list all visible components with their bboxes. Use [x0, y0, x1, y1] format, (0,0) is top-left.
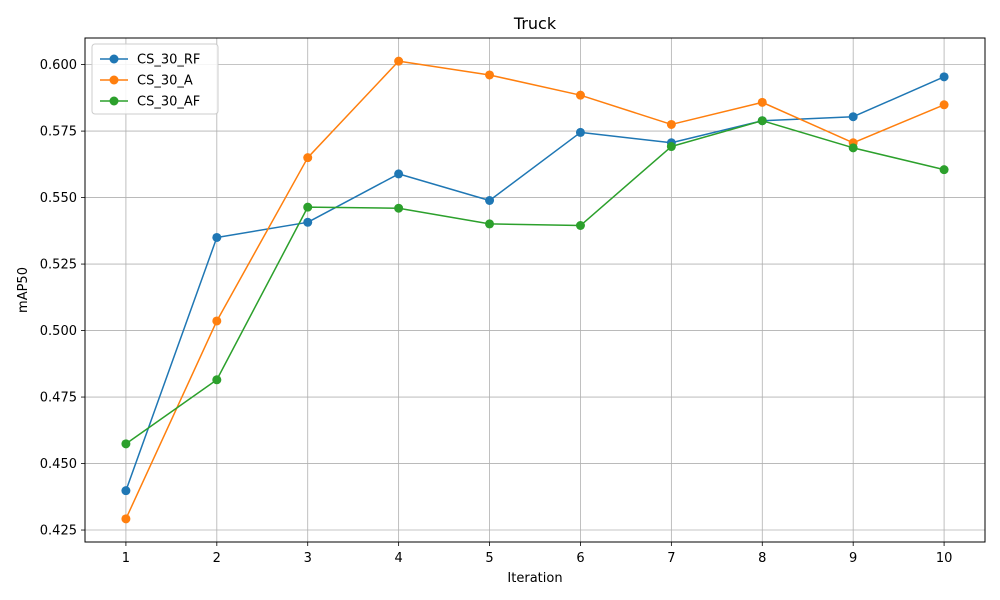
y-tick-label: 0.425 — [40, 524, 77, 539]
x-tick-label: 4 — [394, 551, 402, 566]
legend-item: CS_30_AF — [100, 95, 200, 110]
legend: CS_30_RF CS_30_A CS_30_AF — [91, 43, 219, 115]
series-line — [125, 119, 945, 445]
y-tick-label: 0.575 — [40, 125, 77, 140]
data-point — [394, 169, 404, 179]
y-axis-label: mAP50 — [16, 267, 31, 313]
data-point — [485, 70, 495, 80]
legend-label: CS_30_A — [137, 74, 193, 89]
data-point — [121, 514, 131, 524]
data-point — [303, 217, 313, 227]
legend-item: CS_30_RF — [100, 53, 200, 68]
legend-item: CS_30_A — [100, 74, 193, 89]
chart-title: Truck — [513, 14, 557, 33]
data-point — [485, 219, 495, 229]
data-point — [121, 439, 131, 449]
y-tick-label: 0.525 — [40, 258, 77, 273]
data-point — [939, 72, 949, 82]
x-tick-label: 3 — [304, 551, 312, 566]
legend-marker — [109, 54, 119, 64]
data-point — [575, 127, 585, 137]
data-point — [666, 119, 676, 129]
x-tick-label: 2 — [213, 551, 221, 566]
series-line — [125, 76, 945, 491]
x-tick-label: 9 — [849, 551, 857, 566]
x-tick-label: 1 — [122, 551, 130, 566]
legend-label: CS_30_RF — [137, 53, 200, 68]
legend-marker — [109, 96, 119, 106]
grid — [85, 38, 985, 542]
axis-ticks: 1 2 3 4 5 6 7 8 9 10 0.425 0.450 0.475 0.500 0.525 0.55… — [40, 58, 953, 566]
series-CS_30_RF — [121, 72, 949, 496]
y-tick-label: 0.450 — [40, 457, 77, 472]
data-point — [939, 165, 949, 175]
legend-marker — [109, 75, 119, 85]
x-axis-label: Iteration — [507, 571, 562, 586]
data-point — [394, 203, 404, 213]
x-tick-label: 5 — [485, 551, 493, 566]
data-point — [666, 142, 676, 152]
x-tick-label: 10 — [936, 551, 953, 566]
legend-label: CS_30_AF — [137, 95, 200, 110]
x-tick-label: 6 — [576, 551, 584, 566]
data-point — [575, 221, 585, 231]
data-point — [757, 116, 767, 126]
data-point — [303, 202, 313, 212]
data-point — [848, 143, 858, 153]
data-point — [757, 97, 767, 107]
series-line — [125, 60, 945, 520]
y-tick-label: 0.500 — [40, 324, 77, 339]
legend-box — [91, 43, 219, 115]
series-CS_30_AF — [121, 116, 949, 449]
plot-frame — [84, 37, 986, 543]
y-tick-label: 0.475 — [40, 391, 77, 406]
data-point — [394, 56, 404, 66]
data-point — [939, 100, 949, 110]
data-point — [212, 232, 222, 242]
data-point — [212, 375, 222, 385]
x-tick-label: 7 — [667, 551, 675, 566]
data-point — [212, 316, 222, 326]
data-point — [485, 196, 495, 206]
data-point — [848, 112, 858, 122]
y-tick-label: 0.600 — [40, 58, 77, 73]
data-point — [575, 90, 585, 100]
plot-area — [121, 56, 949, 524]
x-tick-label: 8 — [758, 551, 766, 566]
series-CS_30_A — [121, 56, 949, 524]
y-tick-label: 0.550 — [40, 191, 77, 206]
data-point — [121, 486, 131, 496]
data-point — [303, 153, 313, 163]
